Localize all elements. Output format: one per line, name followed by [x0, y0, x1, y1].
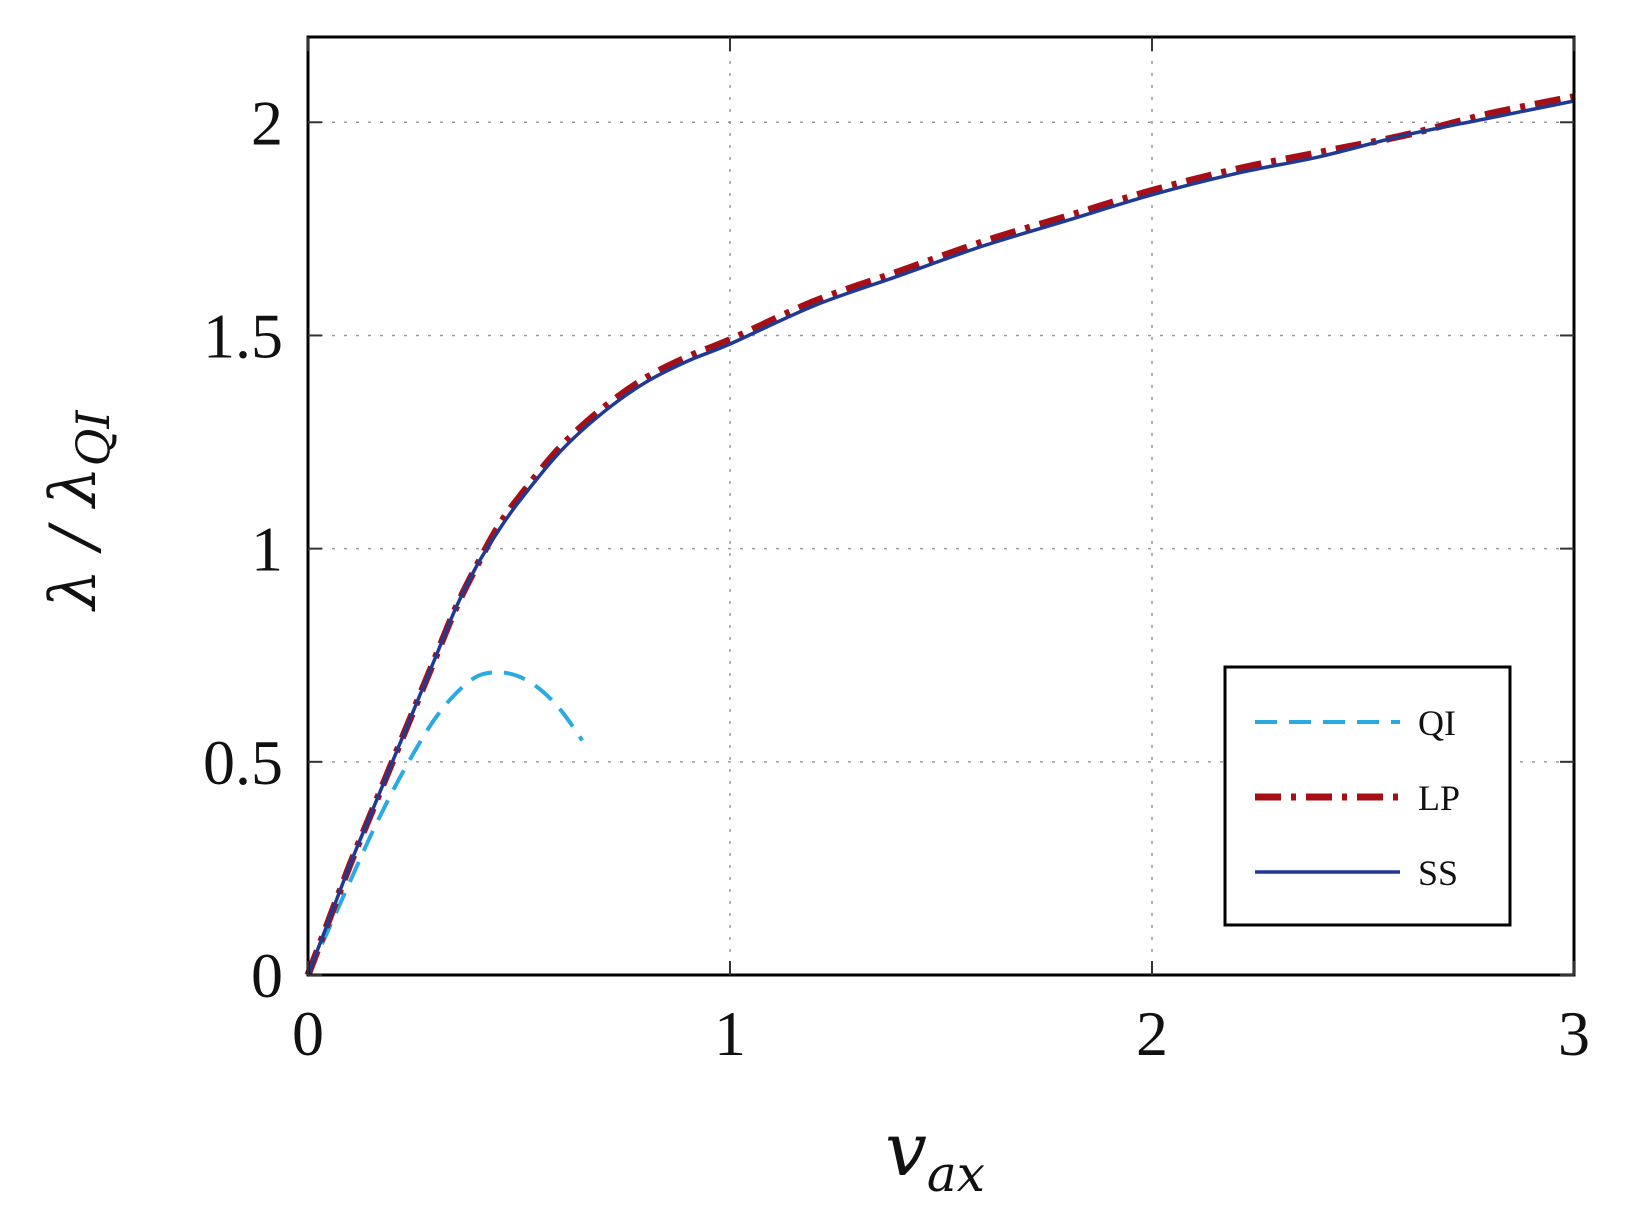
x-tick-label: 1	[714, 998, 746, 1069]
legend-label-ss: SS	[1418, 853, 1458, 893]
y-tick-label: 1.5	[203, 300, 283, 371]
y-axis-label: λ / λQI	[37, 410, 120, 613]
legend-label-qi: QI	[1418, 703, 1456, 743]
plot-frame	[306, 35, 1576, 977]
y-tick-label: 2	[251, 87, 283, 158]
x-tick-label: 2	[1136, 998, 1168, 1069]
series-line-ss	[306, 99, 1575, 976]
y-tick-label: 0	[251, 940, 283, 1011]
x-tick-label: 3	[1558, 998, 1590, 1069]
y-axis-label-sub: QI	[66, 410, 120, 467]
y-tick-labels: 0 0.5 1 1.5 2	[203, 87, 283, 1011]
ticks	[307, 37, 1575, 976]
y-tick-label: 1	[251, 514, 283, 585]
x-axis-label-sub: ax	[927, 1145, 985, 1203]
x-axis-label: vax	[885, 1107, 985, 1203]
legend: QI LP SS	[1223, 665, 1512, 927]
x-tick-label: 0	[292, 998, 324, 1069]
series-line-qi	[306, 670, 584, 976]
y-axis-label-main: λ / λ	[37, 466, 111, 612]
x-axis-label-main: v	[885, 1107, 927, 1193]
legend-label-lp: LP	[1418, 778, 1460, 818]
y-tick-label: 0.5	[203, 727, 283, 798]
series-group	[304, 93, 1575, 977]
x-tick-labels: 0 1 2 3	[292, 998, 1590, 1069]
